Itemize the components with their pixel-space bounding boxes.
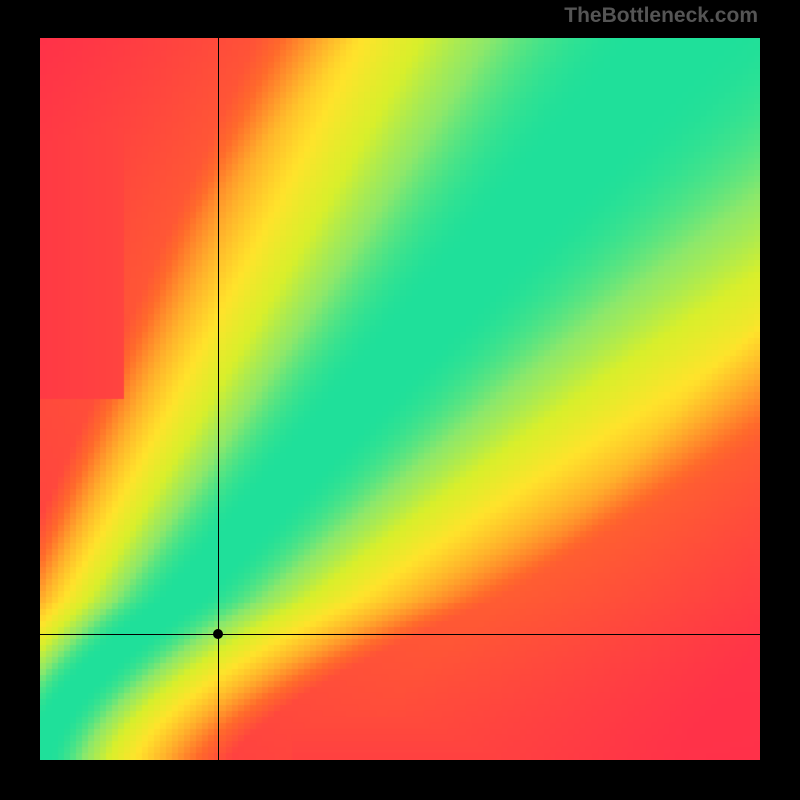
crosshair-vertical [218,38,219,760]
heatmap-canvas [40,38,760,760]
watermark-text: TheBottleneck.com [564,4,758,28]
heatmap-plot [40,38,760,760]
marker-dot [213,629,223,639]
crosshair-horizontal [40,634,760,635]
